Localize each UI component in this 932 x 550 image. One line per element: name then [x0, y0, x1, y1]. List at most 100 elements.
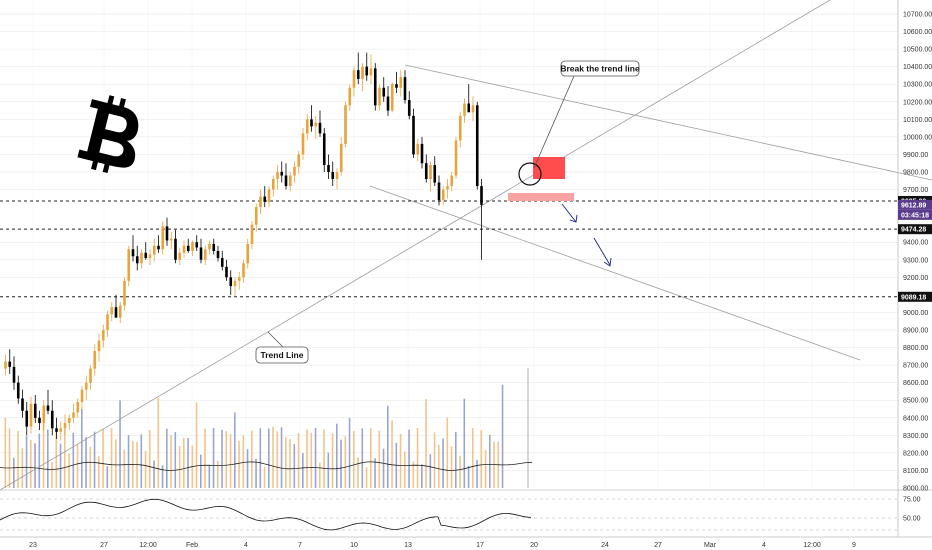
price-badge: [898, 199, 932, 210]
volume-bar: [340, 439, 342, 488]
volume-bar: [157, 398, 160, 488]
volume-bar: [489, 434, 491, 488]
candle-body: [144, 252, 148, 259]
candle-body: [361, 66, 364, 79]
candle-body: [12, 366, 16, 383]
volume-bar: [353, 431, 355, 488]
price-tick: 10200.00: [903, 99, 932, 106]
volume-bar: [98, 456, 100, 488]
price-tick: 8400.00: [903, 415, 928, 422]
volume-bar: [323, 429, 325, 488]
price-badge: [898, 291, 932, 302]
volume-bar: [149, 430, 151, 488]
volume-bar: [378, 430, 381, 488]
price-tick: 10100.00: [903, 117, 932, 124]
price-tick: 9900.00: [903, 152, 928, 159]
volume-ma-line: [0, 461, 533, 471]
time-tick: 12:00: [803, 542, 821, 549]
volume-bar: [8, 428, 11, 488]
zone-boxes: [508, 157, 574, 201]
time-tick: 27: [654, 542, 662, 549]
oscillator-pane: [0, 489, 932, 538]
oscillator-line: [0, 498, 532, 531]
volume-bar: [89, 446, 92, 488]
volume-bar: [263, 466, 266, 488]
time-tick: 9: [852, 542, 856, 549]
bitcoin-logo: [77, 95, 139, 174]
volume-bar: [93, 431, 96, 488]
break-callout: [560, 60, 640, 77]
volume-bar: [272, 426, 274, 488]
volume-bar: [259, 428, 262, 488]
volume-bar: [293, 444, 296, 488]
candle-body: [101, 330, 105, 341]
candle-body: [59, 428, 63, 432]
candle-body: [114, 307, 118, 318]
candle-body: [463, 103, 466, 116]
volume-bar: [476, 459, 478, 488]
volume-bar: [59, 443, 62, 488]
candle-body: [216, 251, 220, 259]
time-tick: 27: [100, 542, 108, 549]
countdown-badge: [898, 209, 932, 220]
candle-body: [225, 266, 228, 278]
price-tick: 9800.00: [903, 170, 928, 177]
candle-body: [390, 84, 394, 111]
volume-bar: [327, 452, 330, 488]
volume-bar: [238, 440, 240, 488]
price-badge-label: 9474.28: [901, 227, 926, 234]
volume-bar: [480, 430, 483, 488]
candle-body: [339, 143, 343, 172]
candle-body: [106, 314, 109, 330]
volume-bar: [302, 453, 304, 488]
volume-bar: [178, 445, 181, 488]
volume-bar: [144, 450, 147, 488]
candle-body: [148, 254, 152, 259]
retest-box: [508, 193, 574, 201]
candle-body: [29, 403, 33, 427]
candle-body: [84, 382, 88, 390]
candle-body: [297, 154, 301, 167]
volume-bar: [161, 465, 164, 488]
volume-bar: [310, 433, 313, 488]
candle-body: [437, 182, 441, 201]
candle-body: [335, 172, 339, 180]
candle-body: [356, 70, 360, 79]
candle-body: [344, 105, 347, 144]
candle-body: [203, 249, 207, 260]
candle-body: [416, 143, 420, 155]
candle-body: [280, 172, 284, 176]
candle-body: [284, 175, 288, 187]
candle-body: [310, 119, 313, 127]
candle-body: [327, 164, 330, 172]
down-arrow-2: [593, 237, 611, 266]
price-tick: 8200.00: [903, 450, 928, 457]
price-tick: 9000.00: [903, 310, 928, 317]
volume-bar: [251, 430, 253, 488]
candle-body: [293, 166, 296, 176]
price-tick: 10400.00: [903, 64, 932, 71]
trend-line-callout: [255, 346, 309, 364]
candle-body: [208, 243, 211, 250]
volume-bar: [467, 465, 470, 488]
candle-body: [373, 68, 377, 106]
volume-bar: [242, 435, 245, 488]
price-tick: 9400.00: [903, 240, 928, 247]
volume-bar: [127, 435, 130, 488]
candle-body: [454, 140, 458, 176]
volume-bar: [225, 431, 228, 488]
candle-body: [63, 423, 67, 429]
candle-body: [429, 164, 432, 180]
volume-bar: [412, 461, 415, 488]
time-tick: 4: [244, 542, 248, 549]
volume-bar: [55, 428, 58, 488]
volume-bar: [348, 417, 351, 488]
price-tick: 9700.00: [903, 187, 928, 194]
volume-bar: [110, 428, 113, 488]
candle-body: [140, 252, 143, 264]
candle-body: [242, 263, 245, 278]
candle-body: [50, 410, 54, 429]
price-tick: 9300.00: [903, 257, 928, 264]
candle-body: [475, 105, 479, 187]
